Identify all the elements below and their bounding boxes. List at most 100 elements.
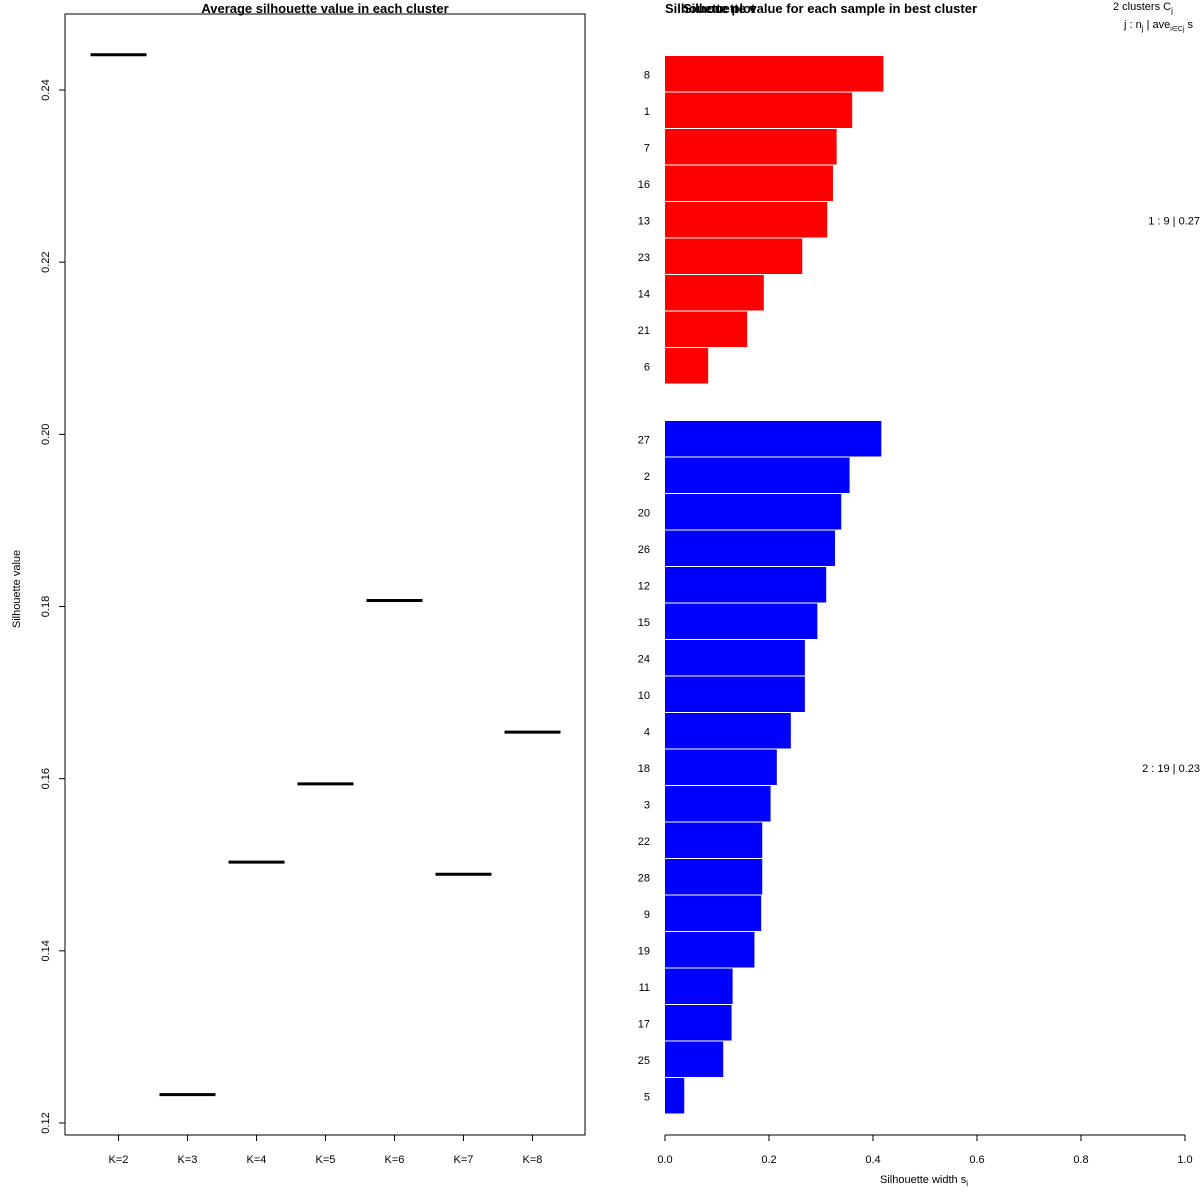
sample-label: 11 [639, 982, 650, 994]
silhouette-bar [665, 1041, 724, 1077]
silhouette-bar [665, 494, 842, 530]
sample-label: 14 [638, 288, 650, 300]
sample-label: 13 [638, 215, 650, 227]
silhouette-bar [665, 129, 837, 165]
sample-label: 16 [638, 179, 650, 191]
left-y-tick-label: 0.24 [40, 79, 52, 100]
header-line-1-text: 2 clusters C [1113, 1, 1171, 13]
cluster-summary: 2 : 19 | 0.23 [1142, 763, 1200, 775]
sample-label: 24 [638, 653, 650, 665]
right-panel: Silhouette plot Silhouette value for eac… [638, 1, 1200, 1188]
silhouette-bar [665, 895, 762, 931]
left-x-tick-label: K=6 [385, 1154, 405, 1166]
left-chart-title: Average silhouette value in each cluster [201, 1, 448, 16]
silhouette-bar [665, 1078, 685, 1114]
header-line-2-c: s [1185, 19, 1194, 31]
sample-label: 22 [638, 836, 650, 848]
right-x-tick-label: 0.8 [1073, 1154, 1088, 1166]
header-line-1: 2 clusters Cj [1113, 1, 1173, 15]
silhouette-bar [665, 421, 882, 457]
silhouette-bar [665, 932, 755, 968]
sample-label: 21 [638, 325, 650, 337]
left-y-tick-label: 0.20 [40, 424, 52, 445]
silhouette-bar [665, 311, 748, 347]
silhouette-bar [665, 348, 709, 384]
sample-label: 10 [638, 690, 650, 702]
left-x-tick-label: K=3 [178, 1154, 198, 1166]
right-header: 2 clusters Cj j : nj | avei∈Cj s [1113, 1, 1194, 33]
left-x-tick-label: K=5 [316, 1154, 336, 1166]
sample-label: 20 [638, 507, 650, 519]
silhouette-bar [665, 165, 833, 201]
sample-label: 7 [644, 142, 650, 154]
silhouette-bar [665, 1005, 732, 1041]
sample-label: 8 [644, 69, 650, 81]
header-line-1-sub: j [1170, 6, 1173, 15]
header-line-2: j : nj | avei∈Cj s [1123, 19, 1194, 33]
silhouette-bar [665, 713, 791, 749]
left-y-tick-label: 0.18 [40, 596, 52, 617]
silhouette-bar [665, 275, 764, 311]
left-x-tick-label: K=8 [523, 1154, 543, 1166]
right-x-axis-label: Silhouette width si [880, 1174, 968, 1188]
silhouette-bar [665, 859, 763, 895]
sample-label: 4 [644, 726, 650, 738]
silhouette-bar [665, 822, 763, 858]
silhouette-bar [665, 640, 805, 676]
silhouette-bar [665, 567, 827, 603]
right-x-tick-label: 0.6 [969, 1154, 984, 1166]
right-x-axis-label-sub: i [966, 1179, 968, 1188]
left-x-tick-label: K=4 [247, 1154, 267, 1166]
left-y-tick-label: 0.16 [40, 768, 52, 789]
left-y-tick-label: 0.14 [40, 940, 52, 961]
sample-label: 26 [638, 544, 650, 556]
silhouette-bar [665, 676, 805, 712]
left-panel: Average silhouette value in each cluster… [11, 1, 586, 1166]
left-x-axis: K=2 K=3 K=4 K=5 K=6 K=7 K=8 [109, 1134, 543, 1166]
left-y-tick-label: 0.12 [40, 1112, 52, 1133]
sample-label: 15 [638, 617, 650, 629]
sample-label: 18 [638, 763, 650, 775]
sample-label: 12 [638, 580, 650, 592]
silhouette-bar [665, 457, 850, 493]
header-line-2-b: | ave [1144, 19, 1171, 31]
sample-label: 1 [644, 106, 650, 118]
silhouette-bar [665, 603, 818, 639]
header-line-2-sub2: i∈Cj [1170, 26, 1185, 33]
silhouette-bar [665, 786, 771, 822]
right-x-tick-label: 1.0 [1177, 1154, 1192, 1166]
right-x-axis-label-text: Silhouette width s [880, 1174, 967, 1186]
right-x-tick-label: 0.4 [865, 1154, 880, 1166]
sample-label: 5 [644, 1091, 650, 1103]
sample-label: 17 [638, 1018, 650, 1030]
sample-label: 9 [644, 909, 650, 921]
right-x-axis: 0.0 0.2 0.4 0.6 0.8 1.0 [657, 1134, 1193, 1166]
silhouette-bar [665, 202, 828, 238]
silhouette-bar [665, 530, 836, 566]
left-x-tick-label: K=7 [454, 1154, 474, 1166]
silhouette-bar [665, 968, 733, 1004]
silhouette-bar [665, 749, 777, 785]
sample-label: 19 [638, 945, 650, 957]
right-x-tick-label: 0.0 [657, 1154, 672, 1166]
left-y-tick-label: 0.22 [40, 251, 52, 272]
left-y-axis: 0.12 0.14 0.16 0.18 0.20 0.22 0.24 [40, 79, 65, 1134]
silhouette-bar [665, 56, 884, 92]
sample-label: 3 [644, 799, 650, 811]
header-line-2-a: j : n [1123, 19, 1142, 31]
left-y-axis-label: Silhouette value [11, 550, 23, 628]
sample-label: 6 [644, 361, 650, 373]
sample-label: 25 [638, 1055, 650, 1067]
sample-label: 27 [638, 434, 650, 446]
right-overlay-title: Silhouette plot [665, 1, 756, 16]
left-plot-frame [64, 13, 586, 1136]
sample-label: 23 [638, 252, 650, 264]
silhouette-bar [665, 92, 853, 128]
header-line-2-sub: j [1141, 24, 1144, 33]
right-x-tick-label: 0.2 [761, 1154, 776, 1166]
silhouette-bar [665, 238, 803, 274]
right-chart-title: Silhouette value for each sample in best… [683, 1, 977, 16]
left-x-tick-label: K=2 [109, 1154, 129, 1166]
cluster-summary: 1 : 9 | 0.27 [1148, 215, 1200, 227]
